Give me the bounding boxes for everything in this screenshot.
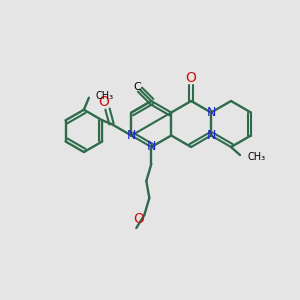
Text: N: N bbox=[127, 129, 136, 142]
Text: CH₃: CH₃ bbox=[248, 152, 266, 162]
Text: O: O bbox=[98, 95, 109, 109]
Text: N: N bbox=[147, 140, 156, 154]
Text: CH₃: CH₃ bbox=[96, 91, 114, 101]
Text: N: N bbox=[206, 129, 216, 142]
Text: O: O bbox=[186, 71, 196, 85]
Text: C: C bbox=[133, 82, 141, 92]
Text: N: N bbox=[206, 106, 216, 119]
Text: O: O bbox=[133, 212, 144, 226]
